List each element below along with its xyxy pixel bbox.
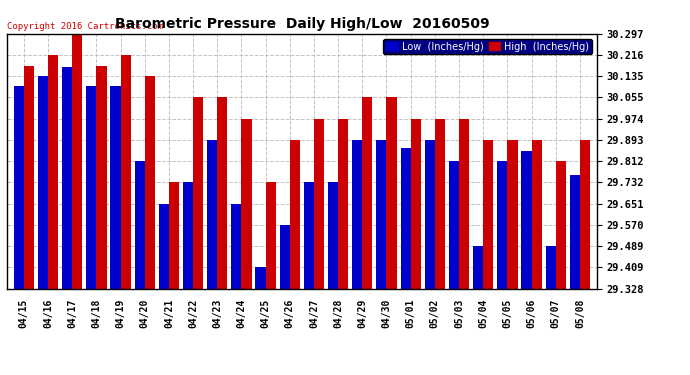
Bar — [522, 151, 531, 289]
Bar — [241, 119, 252, 289]
Bar — [400, 148, 411, 289]
Bar — [473, 246, 483, 289]
Bar — [352, 140, 362, 289]
Bar — [570, 174, 580, 289]
Bar — [169, 182, 179, 289]
Title: Barometric Pressure  Daily High/Low  20160509: Barometric Pressure Daily High/Low 20160… — [115, 17, 489, 31]
Bar — [304, 182, 314, 289]
Bar — [580, 140, 590, 289]
Bar — [159, 204, 169, 289]
Bar — [145, 76, 155, 289]
Bar — [449, 161, 459, 289]
Bar — [24, 66, 34, 289]
Bar — [338, 119, 348, 289]
Bar — [193, 98, 204, 289]
Bar — [38, 76, 48, 289]
Bar — [279, 225, 290, 289]
Bar — [183, 182, 193, 289]
Bar — [459, 119, 469, 289]
Bar — [328, 182, 338, 289]
Bar — [97, 66, 106, 289]
Bar — [483, 140, 493, 289]
Bar — [411, 119, 421, 289]
Bar — [555, 161, 566, 289]
Bar — [266, 182, 276, 289]
Bar — [507, 140, 518, 289]
Bar — [425, 140, 435, 289]
Bar — [314, 119, 324, 289]
Bar — [362, 98, 373, 289]
Bar — [121, 55, 130, 289]
Bar — [14, 86, 24, 289]
Bar — [531, 140, 542, 289]
Bar — [110, 86, 121, 289]
Bar — [135, 161, 145, 289]
Bar — [231, 204, 241, 289]
Bar — [497, 161, 507, 289]
Bar — [386, 98, 397, 289]
Bar — [62, 67, 72, 289]
Bar — [376, 140, 386, 289]
Bar — [207, 140, 217, 289]
Bar — [546, 246, 555, 289]
Bar — [255, 267, 266, 289]
Legend: Low  (Inches/Hg), High  (Inches/Hg): Low (Inches/Hg), High (Inches/Hg) — [384, 39, 592, 54]
Bar — [48, 55, 58, 289]
Text: Copyright 2016 Cartronics.com: Copyright 2016 Cartronics.com — [7, 22, 163, 31]
Bar — [86, 86, 97, 289]
Bar — [290, 140, 300, 289]
Bar — [217, 98, 228, 289]
Bar — [72, 34, 82, 289]
Bar — [435, 119, 445, 289]
